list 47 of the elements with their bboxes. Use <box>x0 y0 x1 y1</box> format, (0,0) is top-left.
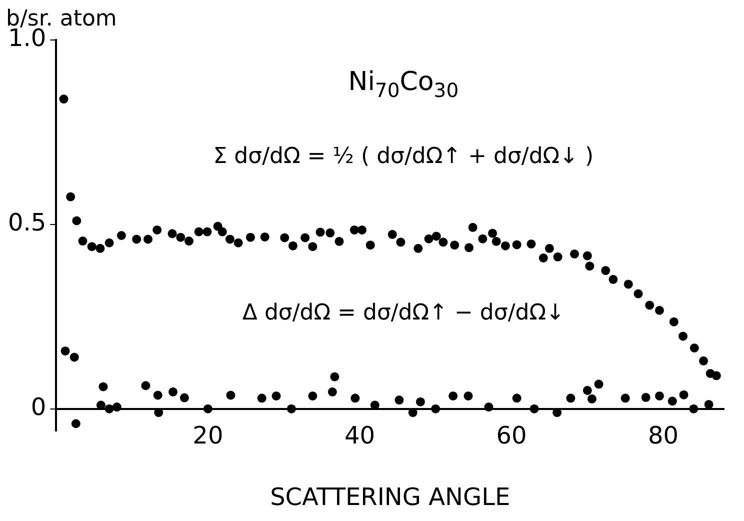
point <box>226 390 236 400</box>
point <box>587 394 596 404</box>
point <box>168 387 178 396</box>
point <box>257 394 266 403</box>
point <box>70 352 79 362</box>
point <box>153 390 162 400</box>
y-tick-label: 0 <box>30 393 46 422</box>
point <box>286 404 296 414</box>
point <box>141 381 150 390</box>
point <box>431 404 440 414</box>
x-tick-label: 60 <box>496 422 527 450</box>
point <box>104 404 114 414</box>
point <box>330 372 340 382</box>
x-tick-label: 40 <box>344 422 375 450</box>
point <box>566 394 576 403</box>
point <box>594 380 604 389</box>
x-tick-label: 80 <box>648 422 679 450</box>
annotation: Σ dσ/dΩ = ½ ( dσ/dΩ↑ + dσ/dΩ↓ ) <box>213 144 594 170</box>
point <box>98 382 108 392</box>
point <box>416 397 425 406</box>
point <box>620 394 630 403</box>
point <box>60 346 70 356</box>
point <box>530 404 539 414</box>
point <box>641 392 650 402</box>
annotation: Δ dσ/dΩ = dσ/dΩ↑ − dσ/dΩ↓ <box>242 300 564 326</box>
point <box>272 391 281 400</box>
point <box>112 402 122 412</box>
point <box>464 391 473 400</box>
point <box>350 394 360 403</box>
point <box>704 400 714 409</box>
point <box>668 396 677 406</box>
point <box>679 390 688 400</box>
x-tick-label: 20 <box>192 422 224 450</box>
point <box>308 391 318 400</box>
y-tick-label: 0.5 <box>8 208 46 237</box>
point <box>180 393 189 402</box>
x-axis-title: SCATTERING ANGLE <box>270 483 510 512</box>
point <box>689 404 698 414</box>
point <box>394 396 404 405</box>
point <box>203 404 212 414</box>
point <box>448 391 458 400</box>
point <box>71 419 80 428</box>
point <box>654 391 664 400</box>
point <box>582 386 592 395</box>
point <box>484 402 494 412</box>
point <box>512 394 522 403</box>
point <box>328 387 337 396</box>
